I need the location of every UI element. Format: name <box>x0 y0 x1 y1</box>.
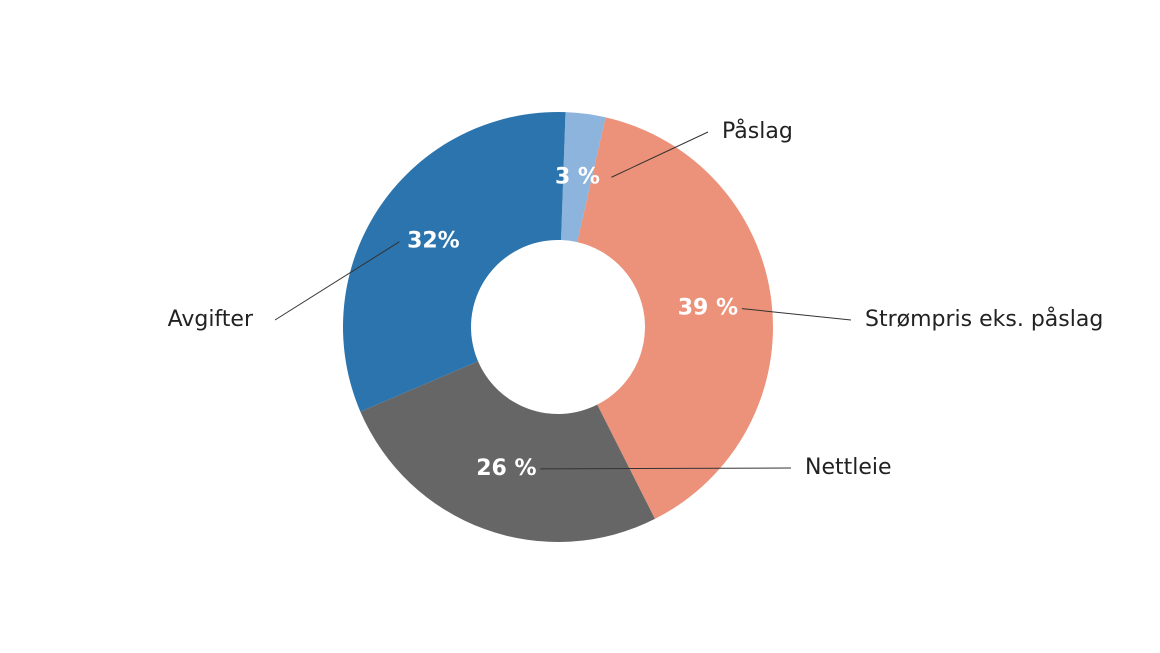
slice <box>577 117 773 519</box>
slice <box>561 112 606 243</box>
slice <box>360 361 655 542</box>
leader-line <box>741 308 852 321</box>
category-label: Avgifter <box>168 307 254 332</box>
leader-line <box>540 467 792 470</box>
category-label: Påslag <box>722 118 793 144</box>
category-label: Nettleie <box>805 455 892 480</box>
value-label: 32% <box>407 229 460 254</box>
category-label: Strømpris eks. påslag <box>865 306 1103 332</box>
value-label: 26 % <box>476 456 536 481</box>
leader-line <box>611 131 709 178</box>
value-label: 3 % <box>555 164 600 189</box>
value-label: 39 % <box>678 296 738 321</box>
slice <box>343 112 566 412</box>
leader-line <box>274 241 400 321</box>
